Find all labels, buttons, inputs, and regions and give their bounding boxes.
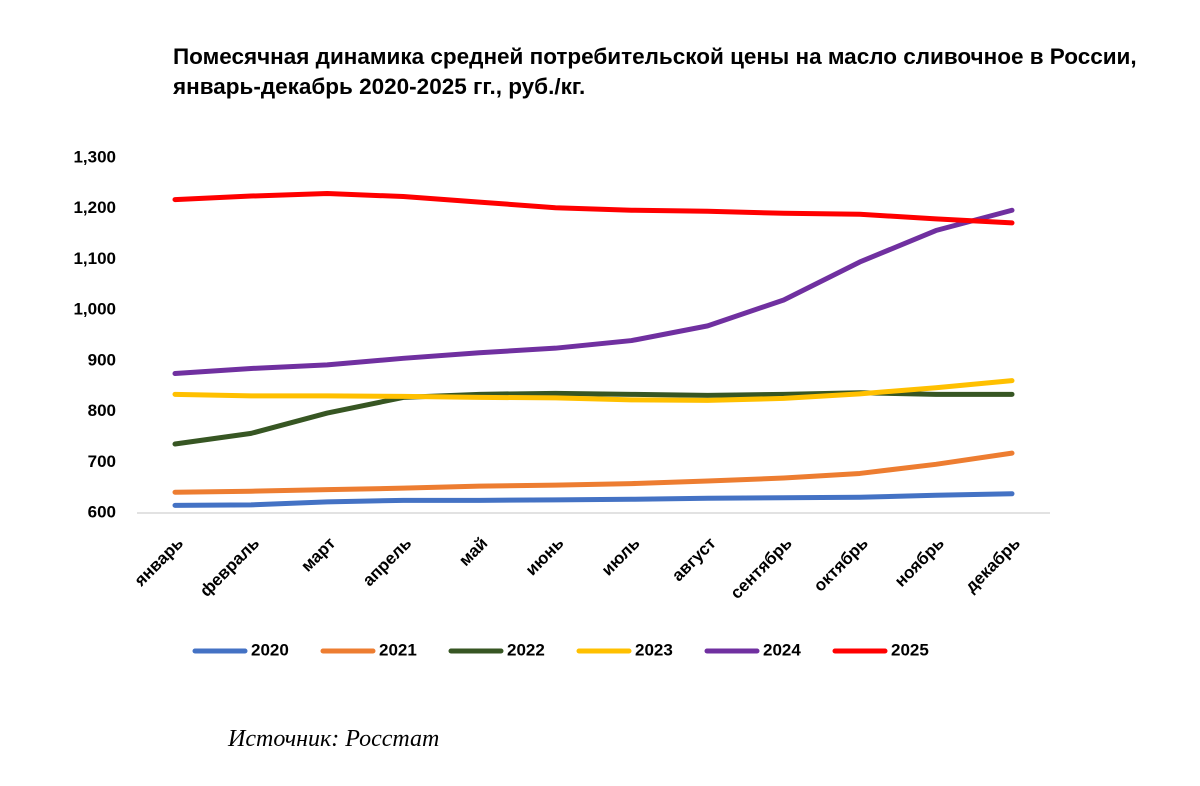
y-tick-label: 700 xyxy=(88,452,116,471)
y-tick-label: 1,100 xyxy=(73,249,116,268)
x-tick-label: декабрь xyxy=(961,534,1024,597)
x-tick-label: август xyxy=(668,534,719,585)
x-tick-label: ноябрь xyxy=(891,534,948,591)
series-line xyxy=(172,378,1015,403)
x-tick-label: февраль xyxy=(196,534,263,601)
y-tick-label: 900 xyxy=(88,350,116,369)
legend-label: 2023 xyxy=(635,640,673,659)
x-tick-label: май xyxy=(455,534,491,570)
y-tick-label: 600 xyxy=(88,502,116,521)
series-line xyxy=(172,191,1015,226)
legend-label: 2021 xyxy=(379,640,417,659)
x-tick-label: сентябрь xyxy=(727,534,796,603)
y-tick-label: 1,200 xyxy=(73,198,116,217)
legend-label: 2022 xyxy=(507,640,545,659)
x-tick-label: апрель xyxy=(359,534,415,590)
y-tick-label: 800 xyxy=(88,401,116,420)
y-tick-label: 1,300 xyxy=(73,147,116,166)
legend-label: 2020 xyxy=(251,640,289,659)
x-tick-label: январь xyxy=(130,534,187,591)
x-tick-label: июль xyxy=(598,534,644,580)
legend-label: 2025 xyxy=(891,640,929,659)
x-tick-label: март xyxy=(297,534,339,576)
series-line xyxy=(172,450,1015,495)
y-tick-label: 1,000 xyxy=(73,300,116,319)
legend-label: 2024 xyxy=(763,640,801,659)
series-line xyxy=(172,491,1015,508)
x-tick-label: июнь xyxy=(522,534,568,580)
source-note: Источник: Росстат xyxy=(228,726,440,752)
x-tick-label: октябрь xyxy=(810,534,872,596)
chart-title: Помесячная динамика средней потребительс… xyxy=(173,44,1137,99)
series-line xyxy=(172,207,1015,377)
